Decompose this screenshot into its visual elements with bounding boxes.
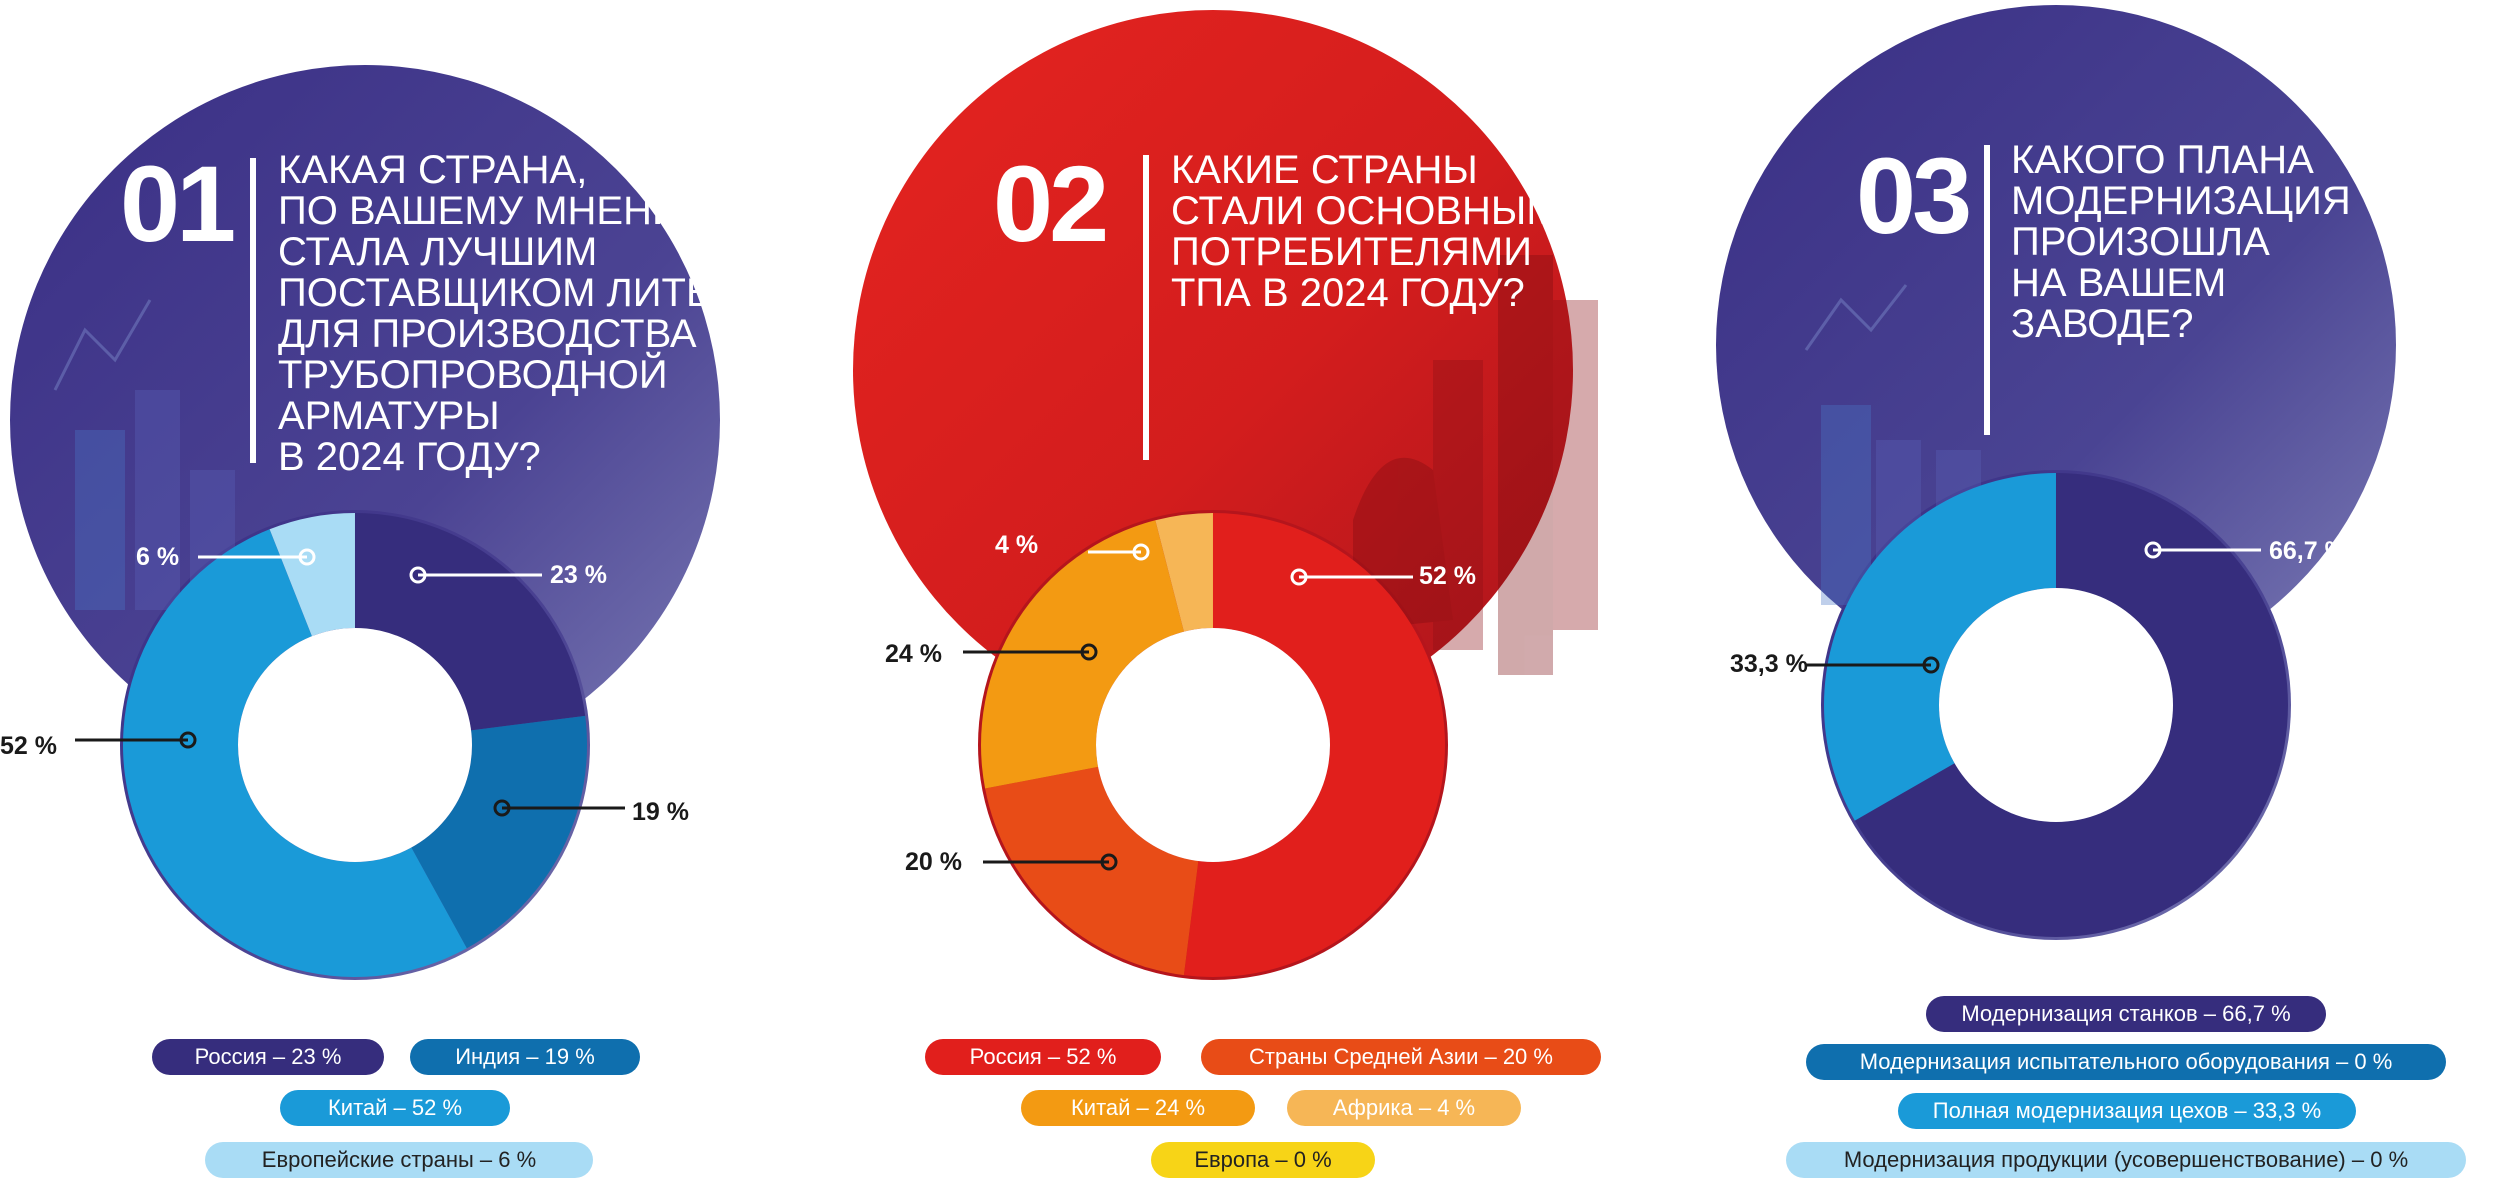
title-divider <box>1984 145 1990 435</box>
donut-slice-полная-модернизация-цехов <box>1824 473 2056 821</box>
title-divider <box>250 158 256 463</box>
slice-label: 20 % <box>905 848 962 876</box>
donut-slice-россия <box>355 513 586 731</box>
question-bubble <box>1716 5 2396 685</box>
leader-marker <box>1080 643 1098 661</box>
title-divider <box>1143 155 1149 460</box>
leader-marker <box>1100 853 1118 871</box>
slice-label: 52 % <box>0 732 57 760</box>
slice-label: 52 % <box>1419 562 1476 590</box>
legend-pill: Россия – 23 % <box>152 1039 384 1075</box>
legend-pill: Европа – 0 % <box>1151 1142 1375 1178</box>
question-number: 03 <box>1856 135 1972 256</box>
legend-pill: Индия – 19 % <box>410 1039 640 1075</box>
slice-label: 19 % <box>632 798 689 826</box>
legend-pill: Страны Средней Азии – 20 % <box>1201 1039 1601 1075</box>
leader-marker <box>179 731 197 749</box>
panel-01-background <box>10 65 720 980</box>
legend-pill: Китай – 24 % <box>1021 1090 1255 1126</box>
question-number: 02 <box>993 143 1109 264</box>
legend-pill: Европейские страны – 6 % <box>205 1142 593 1178</box>
donut-slice-китай <box>122 529 467 978</box>
slice-label: 4 % <box>995 531 1039 559</box>
panel-02-background <box>853 10 1598 980</box>
question-title: Какого плана модернизация произошла на в… <box>2011 138 2351 346</box>
legend-pill: Африка – 4 % <box>1287 1090 1521 1126</box>
leader-marker <box>409 566 427 584</box>
question-bubble <box>853 10 1573 730</box>
donut-slice-индия <box>411 715 587 949</box>
leader-marker <box>1132 543 1150 561</box>
question-title: Какие страны стали основными потребителя… <box>1171 148 1589 315</box>
legend-pill: Китай – 52 % <box>280 1090 510 1126</box>
leader-marker <box>493 799 511 817</box>
donut-slice-страны-средней-азии <box>985 766 1199 976</box>
leader-marker <box>298 548 316 566</box>
donut-slice-европейские-страны <box>269 513 355 637</box>
slice-label: 6 % <box>136 543 180 571</box>
leader-marker <box>1290 568 1308 586</box>
decorative-bars <box>1353 255 1598 675</box>
slice-label: 33,3 % <box>1730 650 1808 678</box>
donut-slice-россия <box>1183 513 1445 977</box>
survey-panel-03: 03 Какого плана модернизация произошла н… <box>1666 0 2499 1178</box>
leader-marker <box>1922 656 1940 674</box>
survey-panel-02: 02 Какие страны стали основными потребит… <box>833 0 1666 1178</box>
donut-slice-модернизация-станков <box>1854 473 2288 937</box>
slice-label: 24 % <box>885 640 942 668</box>
survey-panel-01: 01 Какая страна, по вашему мнению, стала… <box>0 0 833 1178</box>
panel-03-background <box>1716 5 2396 940</box>
legend-pill: Модернизация испытательного оборудования… <box>1806 1044 2446 1080</box>
leader-marker <box>2144 541 2162 559</box>
legend-pill: Модернизация станков – 66,7 % <box>1926 996 2326 1032</box>
legend-pill: Модернизация продукции (усовершенствован… <box>1786 1142 2466 1178</box>
donut-chart-01 <box>75 513 625 978</box>
donut-hole <box>238 628 472 862</box>
slice-label: 66,7 % <box>2269 537 2347 565</box>
donut-hole <box>1096 628 1330 862</box>
slice-label: 23 % <box>550 561 607 589</box>
legend-pill: Россия – 52 % <box>925 1039 1161 1075</box>
question-title: Какая страна, по вашему мнению, стала лу… <box>278 148 740 479</box>
donut-chart-03 <box>1806 473 2288 937</box>
legend-pill: Полная модернизация цехов – 33,3 % <box>1898 1093 2356 1129</box>
donut-slice-африка <box>1155 513 1213 632</box>
donut-chart-02 <box>963 513 1445 977</box>
question-number: 01 <box>120 143 236 264</box>
donut-hole <box>1939 588 2173 822</box>
